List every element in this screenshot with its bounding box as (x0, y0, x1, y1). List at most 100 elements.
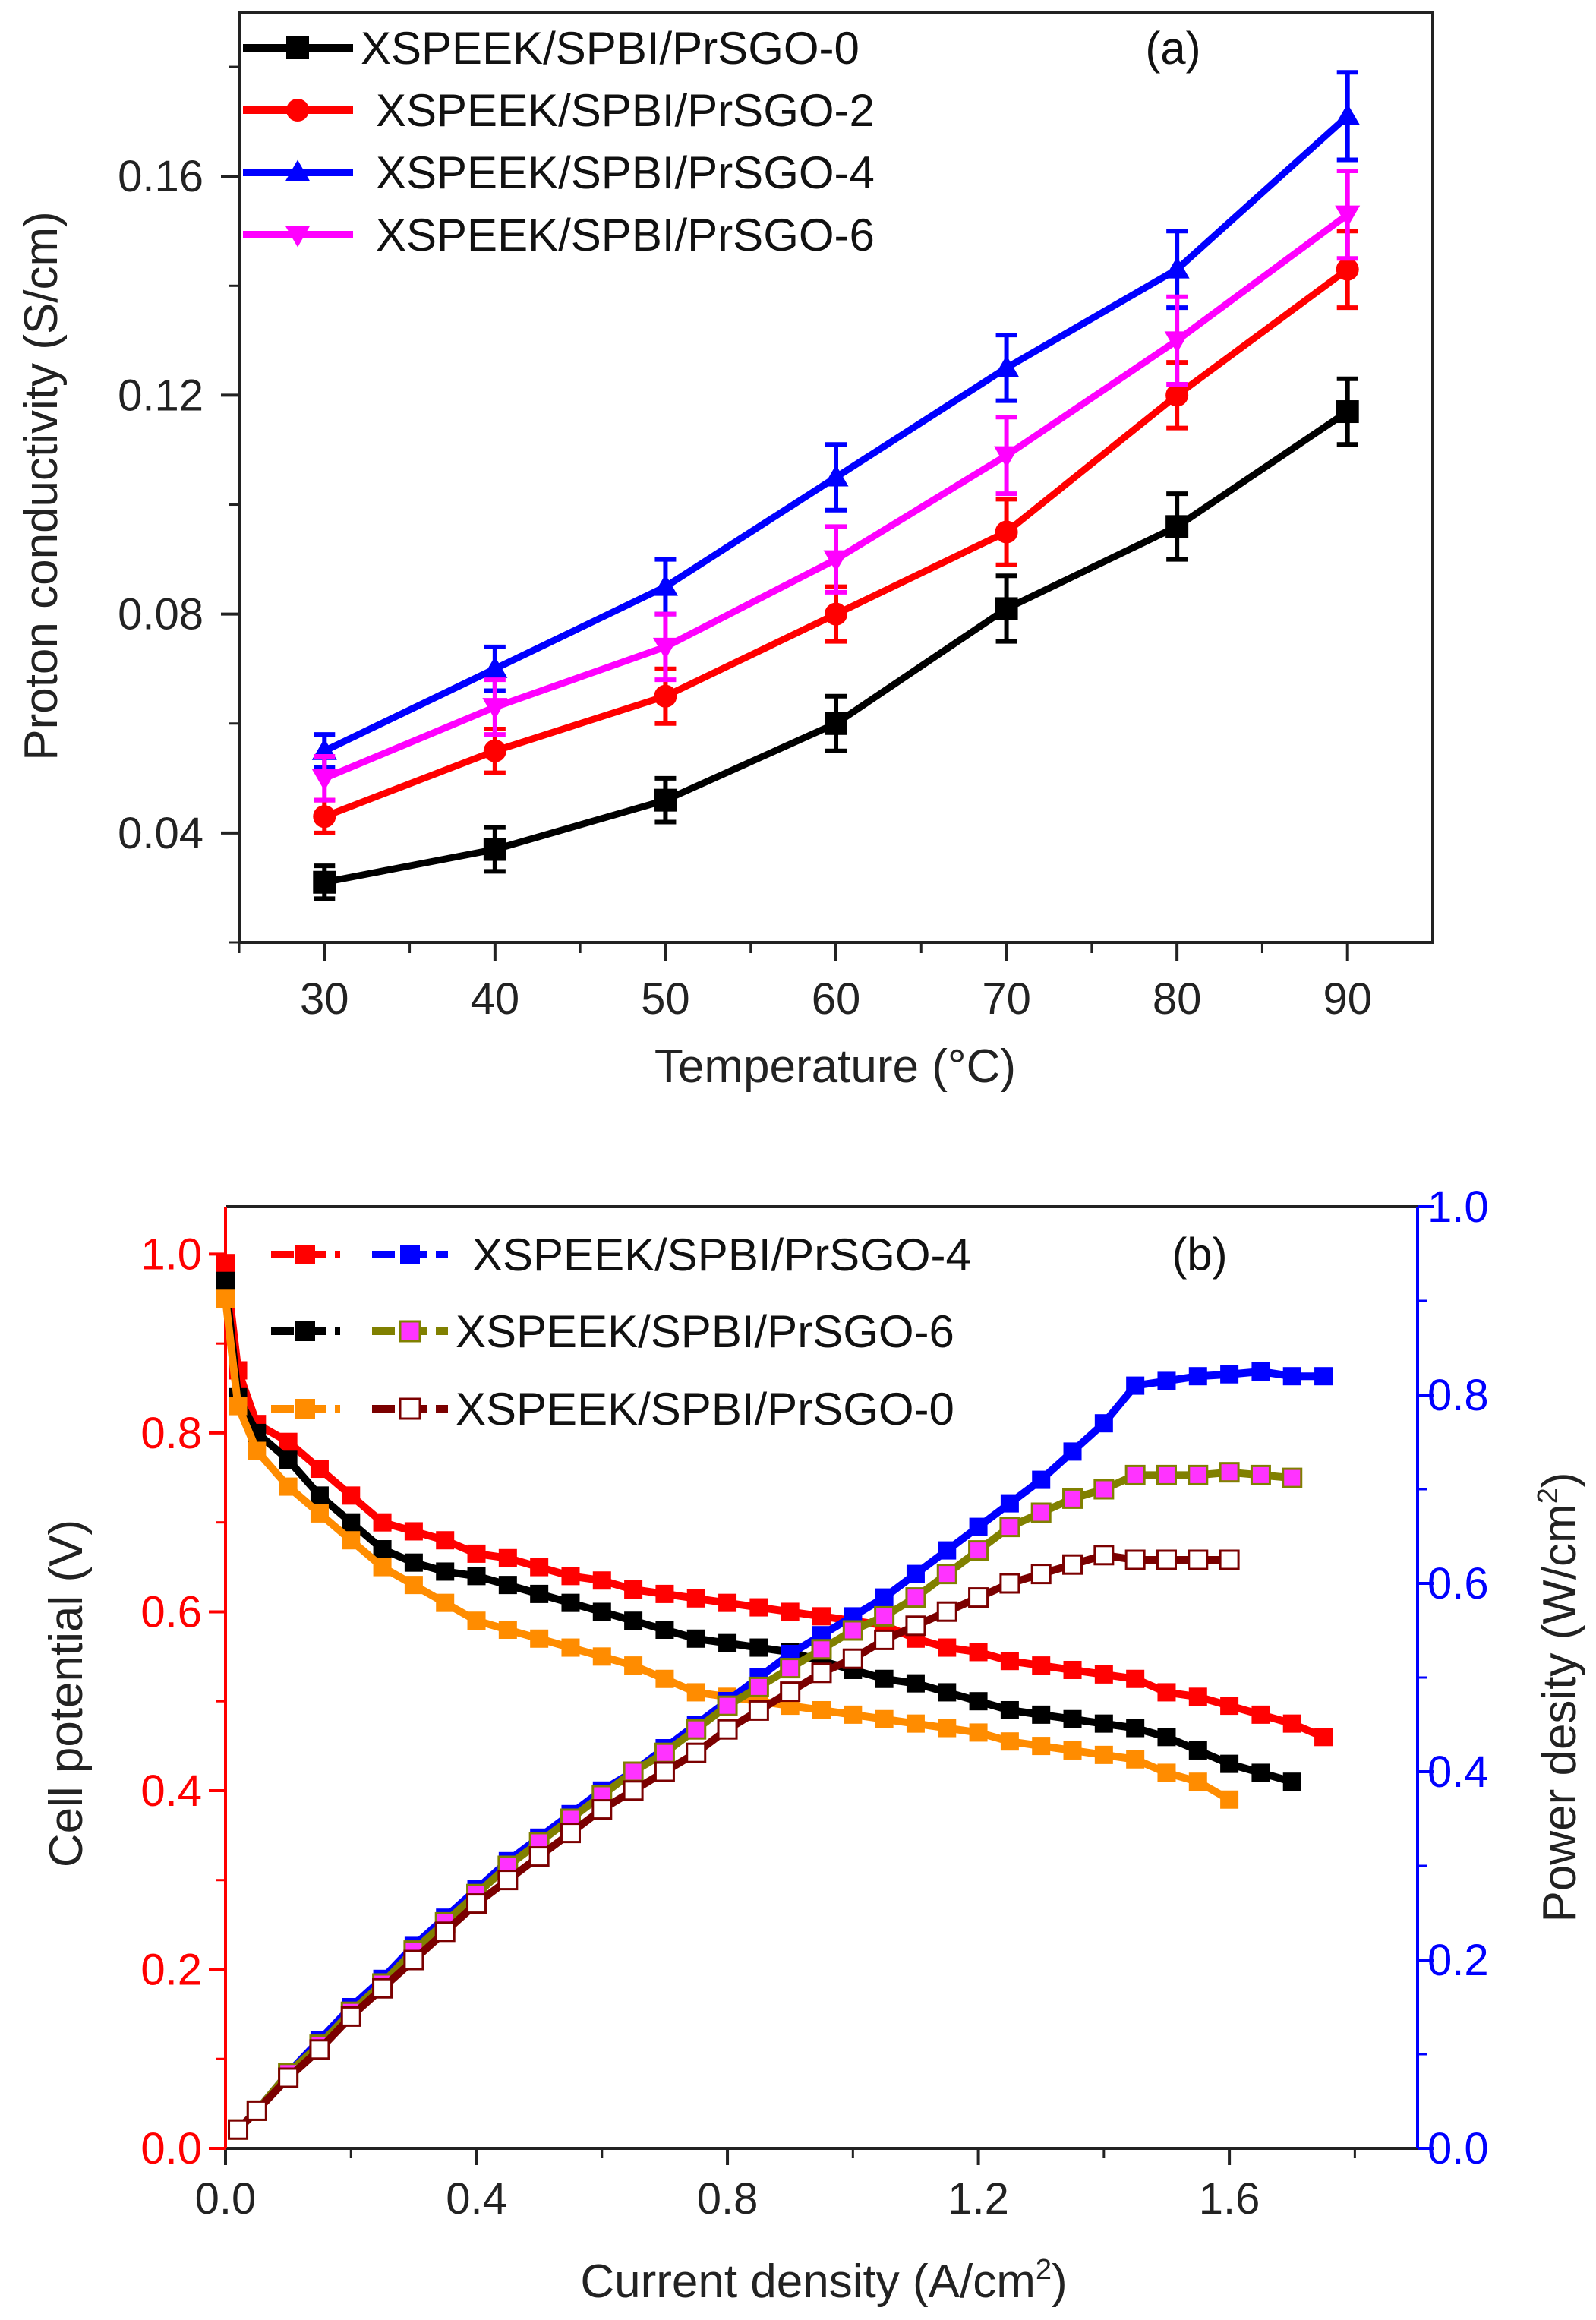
data-point (1093, 1545, 1115, 1566)
data-point (654, 1761, 675, 1782)
data-point (530, 1629, 549, 1648)
data-point (498, 1620, 517, 1639)
series-line (222, 1298, 1232, 1804)
data-point (1335, 103, 1361, 125)
data-point (591, 1799, 613, 1820)
x-tick-label: 70 (982, 974, 1031, 1024)
right-y-tick-label: 1.0 (1427, 1182, 1489, 1232)
data-point (655, 1620, 674, 1639)
data-point (482, 698, 508, 720)
data-point (1157, 1728, 1176, 1747)
data-point (623, 1761, 644, 1782)
data-point (311, 769, 337, 791)
legend-label: XSPEEK/SPBI/PrSGO-4 (472, 1229, 971, 1280)
data-point (530, 1558, 549, 1577)
legend-label: XSPEEK/SPBI/PrSGO-2 (376, 85, 875, 136)
series-PrSGO-0 cell potential (216, 1289, 1239, 1809)
panel-a-x-axis-title: Temperature (°C) (654, 1040, 1016, 1093)
legend-label: XSPEEK/SPBI/PrSGO-6 (376, 210, 875, 260)
data-point (1062, 1554, 1083, 1575)
data-point (592, 1571, 611, 1590)
x-tick-label: 0.8 (697, 2174, 759, 2224)
data-point (436, 1531, 455, 1550)
data-point (373, 1513, 392, 1532)
data-point (216, 1254, 235, 1273)
data-point (1251, 1705, 1270, 1724)
panel-b-left-y-axis-title: Cell potential (V) (40, 1520, 93, 1867)
data-point (560, 1823, 581, 1844)
data-point (1251, 1763, 1270, 1782)
legend-marker (286, 36, 309, 59)
panel-b-label: (b) (1172, 1229, 1227, 1280)
data-point (825, 602, 847, 626)
data-point (1164, 257, 1190, 279)
data-point (654, 1742, 675, 1763)
data-point (1030, 1564, 1052, 1585)
data-point (1032, 1705, 1051, 1724)
series-XSPEEK/SPBI/PrSGO-4 (311, 70, 1361, 770)
data-point (1124, 1464, 1146, 1485)
data-point (968, 1540, 989, 1561)
data-point (995, 597, 1018, 620)
data-point (372, 1978, 393, 1999)
data-point (969, 1643, 988, 1662)
data-point (1063, 1741, 1082, 1760)
data-point (467, 1567, 486, 1586)
data-point (1157, 1371, 1176, 1390)
legend-marker (399, 1397, 421, 1420)
data-point (1336, 257, 1359, 281)
data-point (1220, 1754, 1239, 1773)
legend-label: XSPEEK/SPBI/PrSGO-4 (376, 147, 875, 198)
data-point (781, 1602, 800, 1621)
data-point (1188, 1687, 1207, 1706)
data-point (404, 1522, 423, 1541)
data-point (1188, 1741, 1207, 1760)
data-point (404, 1553, 423, 1572)
data-point (718, 1593, 737, 1612)
data-point (1220, 1365, 1239, 1384)
data-point (1094, 1714, 1113, 1733)
series-XSPEEK/SPBI/PrSGO-2 (313, 229, 1359, 835)
data-point (373, 1558, 392, 1577)
data-point (1314, 1367, 1333, 1386)
data-point (844, 1705, 863, 1724)
legend-marker (286, 99, 309, 122)
data-point (434, 1921, 456, 1943)
x-tick-label: 40 (471, 974, 520, 1024)
data-point (1188, 1772, 1207, 1791)
data-point (1094, 1665, 1113, 1684)
data-point (1124, 1549, 1146, 1570)
data-point (875, 1588, 894, 1607)
legend-label: XSPEEK/SPBI/PrSGO-0 (361, 23, 860, 74)
x-tick-label: 50 (641, 974, 690, 1024)
data-point (1250, 1464, 1271, 1485)
data-point (825, 712, 847, 735)
data-point (310, 1460, 329, 1479)
data-point (994, 355, 1020, 377)
data-point (1157, 1763, 1176, 1782)
data-point (1188, 1549, 1209, 1570)
data-point (1282, 1367, 1301, 1386)
x-tick-label: 30 (300, 974, 349, 1024)
data-point (686, 1589, 705, 1608)
data-point (994, 446, 1020, 469)
data-point (686, 1742, 707, 1763)
left-y-tick-label: 0.8 (140, 1409, 202, 1458)
data-point (686, 1719, 707, 1740)
data-point (1063, 1709, 1082, 1728)
data-point (906, 1564, 925, 1583)
data-point (969, 1517, 988, 1536)
data-point (436, 1593, 455, 1612)
series-PrSGO-4 cell potential (216, 1254, 1333, 1747)
data-point (1032, 1656, 1051, 1675)
data-point (624, 1656, 643, 1675)
data-point (1220, 1790, 1239, 1809)
data-point (279, 1432, 298, 1451)
legend-label: XSPEEK/SPBI/PrSGO-6 (456, 1306, 954, 1357)
data-point (1156, 1464, 1177, 1485)
data-point (498, 1548, 517, 1567)
data-point (228, 2119, 249, 2140)
data-point (654, 684, 677, 708)
data-point (1282, 1714, 1301, 1733)
x-tick-label: 1.2 (948, 2174, 1009, 2224)
